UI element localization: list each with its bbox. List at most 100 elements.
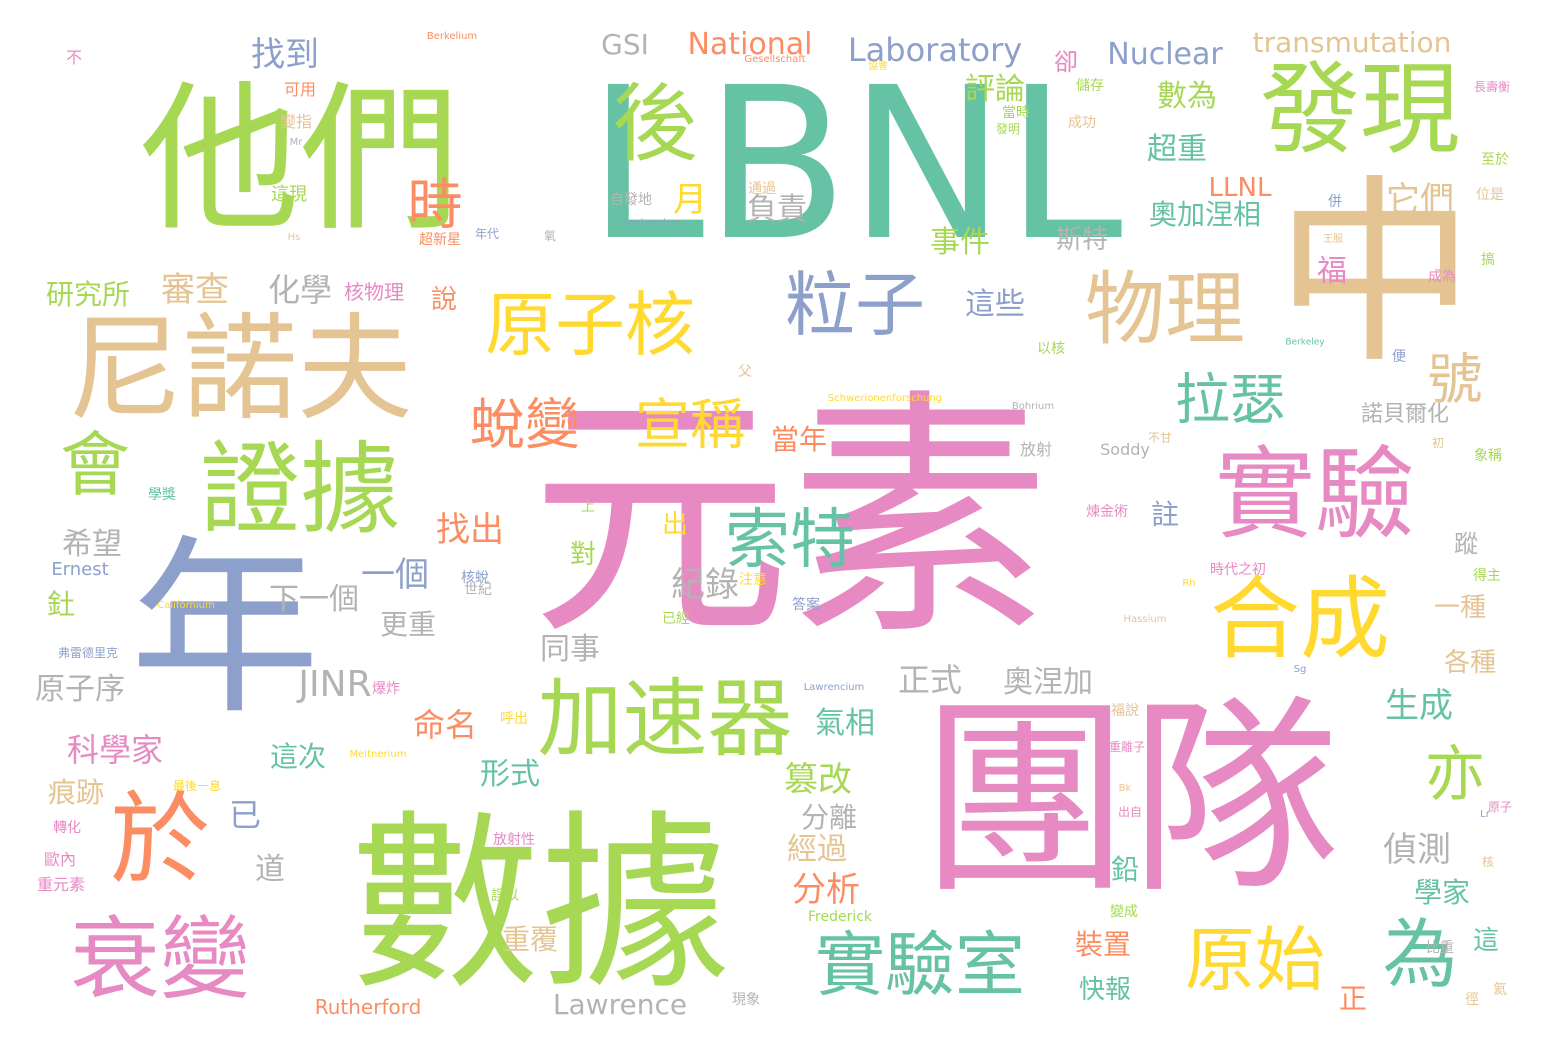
cloud-word: 放射 [1019, 440, 1053, 459]
cloud-word: 物理 [1085, 263, 1245, 356]
cloud-word: 道 [255, 852, 285, 887]
cloud-word: 變指 [279, 112, 313, 131]
cloud-word: 正 [1338, 982, 1368, 1015]
cloud-word: 釷 [46, 588, 76, 621]
cloud-word: 搞 [1481, 252, 1495, 268]
cloud-word: 加速器 [537, 670, 793, 770]
cloud-word: 答案 [792, 597, 820, 613]
cloud-word: 說 [430, 285, 458, 315]
cloud-word: 原子序 [35, 672, 125, 707]
cloud-word: 不 [65, 48, 83, 67]
cloud-word: Seaborgium [621, 218, 683, 229]
cloud-word: 鉛 [1110, 853, 1140, 886]
cloud-word: 氣相 [815, 706, 875, 741]
cloud-word: LBNL [587, 42, 1123, 287]
cloud-word: 奧加涅相 [1148, 198, 1262, 231]
cloud-word: 重元素 [36, 875, 86, 894]
cloud-word: Soddy [1100, 440, 1150, 459]
cloud-word: 經過 [787, 832, 847, 867]
cloud-word: 證據 [200, 431, 400, 548]
cloud-word: 不甘 [1147, 431, 1173, 445]
cloud-word: 形式 [480, 757, 540, 792]
cloud-word: 科學家 [66, 731, 164, 769]
cloud-word: LLNL [1208, 173, 1272, 203]
cloud-word: 成為 [1428, 269, 1456, 285]
cloud-word: 出 [661, 510, 689, 540]
cloud-word: 號 [1427, 347, 1483, 412]
cloud-word: 蛻變 [469, 392, 581, 457]
cloud-word: 重離子 [1108, 740, 1146, 754]
cloud-word: 轉化 [53, 820, 81, 836]
cloud-word: 超重 [1147, 132, 1207, 167]
cloud-word: Bk [1118, 783, 1132, 794]
cloud-word: 原始 [1185, 919, 1325, 1001]
cloud-word: Berkelium [426, 31, 478, 42]
cloud-word: 年 [129, 519, 321, 740]
cloud-word: 評論 [965, 72, 1025, 107]
cloud-word: 長壽衡 [1473, 80, 1511, 94]
cloud-word: 索特 [724, 502, 856, 578]
cloud-word: Hassium [1123, 614, 1167, 625]
cloud-word: 爆炸 [372, 681, 400, 697]
cloud-word: 蹤 [1454, 530, 1478, 558]
cloud-word: 成功 [1068, 115, 1096, 131]
cloud-word: 數為 [1157, 79, 1217, 114]
cloud-word: 實驗 [1215, 436, 1415, 553]
cloud-word: 煉金術 [1086, 504, 1128, 520]
cloud-word: 找出 [436, 510, 504, 550]
cloud-word: 可用 [283, 80, 317, 99]
cloud-word: 福 [1317, 254, 1347, 289]
cloud-word: 會 [60, 424, 130, 506]
cloud-word: 更重 [379, 608, 437, 641]
cloud-word: 儲存 [1076, 78, 1104, 94]
cloud-word: 重覆 [501, 923, 559, 956]
cloud-word: 時 [407, 172, 463, 237]
cloud-word: 變成 [1110, 904, 1138, 920]
cloud-word: 亦 [1425, 740, 1485, 810]
cloud-word: Berkeley [1285, 337, 1325, 348]
cloud-word: 痕跡 [47, 776, 105, 809]
cloud-word: 這些 [965, 287, 1025, 322]
cloud-word: 自發地 [610, 192, 652, 208]
cloud-word: 奧涅加 [1003, 665, 1093, 700]
cloud-word: 象稱 [1474, 448, 1502, 464]
cloud-word: 核 [1481, 855, 1495, 869]
cloud-word: 後 [612, 75, 698, 175]
cloud-word: 合成 [1210, 567, 1390, 672]
cloud-word: 粒子 [785, 264, 925, 346]
cloud-word: Lr [1480, 809, 1490, 820]
cloud-word: 以核 [1037, 341, 1065, 357]
cloud-word: 尼諾夫 [67, 302, 413, 437]
cloud-word: 氦 [1493, 982, 1507, 998]
cloud-word: 便 [1392, 349, 1406, 365]
cloud-word: 偵測 [1383, 830, 1451, 870]
cloud-word: 為 [1382, 910, 1458, 999]
cloud-word: 核物理 [344, 280, 404, 304]
cloud-word: Lawrencium [803, 682, 865, 693]
cloud-word: 化學 [267, 271, 333, 309]
cloud-word: 年代 [474, 227, 500, 241]
cloud-word: 學家 [1413, 876, 1471, 909]
cloud-word: 至於 [1481, 152, 1509, 168]
cloud-word: 一種 [1433, 593, 1487, 623]
cloud-word: 元素 [530, 369, 1050, 671]
cloud-word: Rutherford [314, 995, 422, 1019]
cloud-word: Californium [157, 600, 215, 611]
cloud-word: 原子 [1487, 800, 1513, 814]
cloud-word: Rh [1182, 578, 1196, 589]
cloud-word: 得主 [1473, 568, 1501, 584]
cloud-word: 一個 [361, 555, 429, 595]
cloud-word: 中 [1274, 158, 1476, 391]
cloud-word: 出自 [1117, 805, 1143, 819]
cloud-word: 協會 [868, 61, 888, 72]
cloud-word: 當年 [770, 423, 828, 456]
cloud-word: 團隊 [919, 677, 1341, 922]
cloud-word: 放射性 [493, 832, 535, 848]
cloud-word: Nuclear [1107, 37, 1223, 72]
cloud-word: 於 [110, 781, 210, 898]
cloud-word: 福說 [1111, 703, 1139, 719]
cloud-word: Frederick [807, 909, 873, 925]
cloud-word: 審查 [161, 270, 229, 310]
cloud-word: 發現 [1260, 51, 1460, 168]
